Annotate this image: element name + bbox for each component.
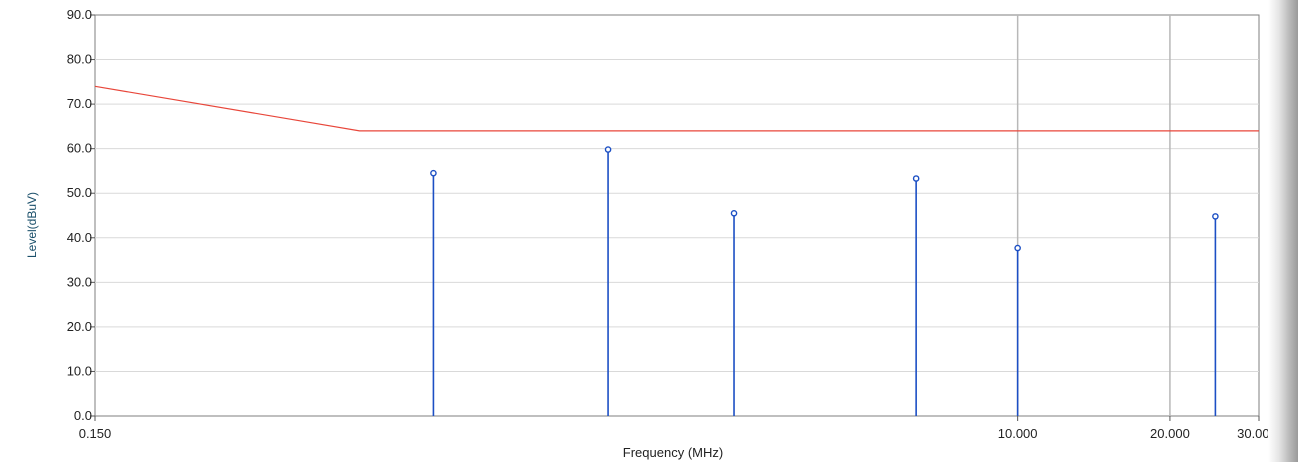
window-edge-shadow (1268, 0, 1298, 462)
peak-marker (730, 209, 738, 217)
peak-markers (430, 146, 1219, 416)
y-tick-label: 80.0 (67, 52, 92, 67)
x-tick-label: 0.150 (79, 426, 112, 441)
x-tick-label: 20.000 (1150, 426, 1190, 441)
peak-marker (604, 146, 612, 153)
peak-marker (912, 175, 920, 182)
y-tick-label: 0.0 (74, 408, 92, 423)
y-tick-label: 50.0 (67, 185, 92, 200)
y-tick-label: 20.0 (67, 319, 92, 334)
y-axis-ticks: 0.0 10.0 20.0 30.0 40.0 50.0 60.0 70.0 80.0 90.0 (67, 7, 95, 423)
x-axis-label: Frequency (MHz) (623, 445, 723, 460)
peak-marker (430, 169, 437, 177)
y-tick-label: 60.0 (67, 141, 92, 156)
x-axis-ticks: 0.150 10.000 20.000 30.000 (79, 416, 1277, 441)
limit-line (94, 85, 1259, 132)
y-tick-label: 10.0 (67, 363, 92, 378)
y-axis-label: Level(dBuV) (25, 192, 39, 258)
y-tick-label: 90.0 (67, 7, 92, 22)
y-tick-label: 30.0 (67, 274, 92, 289)
peak-marker (1212, 213, 1219, 220)
peak-marker (1014, 244, 1021, 252)
horizontal-gridlines (95, 59, 1259, 372)
plot-area (94, 14, 1260, 417)
y-tick-label: 40.0 (67, 230, 92, 245)
x-tick-label: 10.000 (998, 426, 1038, 441)
y-tick-label: 70.0 (67, 96, 92, 111)
x-tick-label: 30.000 (1237, 426, 1277, 441)
